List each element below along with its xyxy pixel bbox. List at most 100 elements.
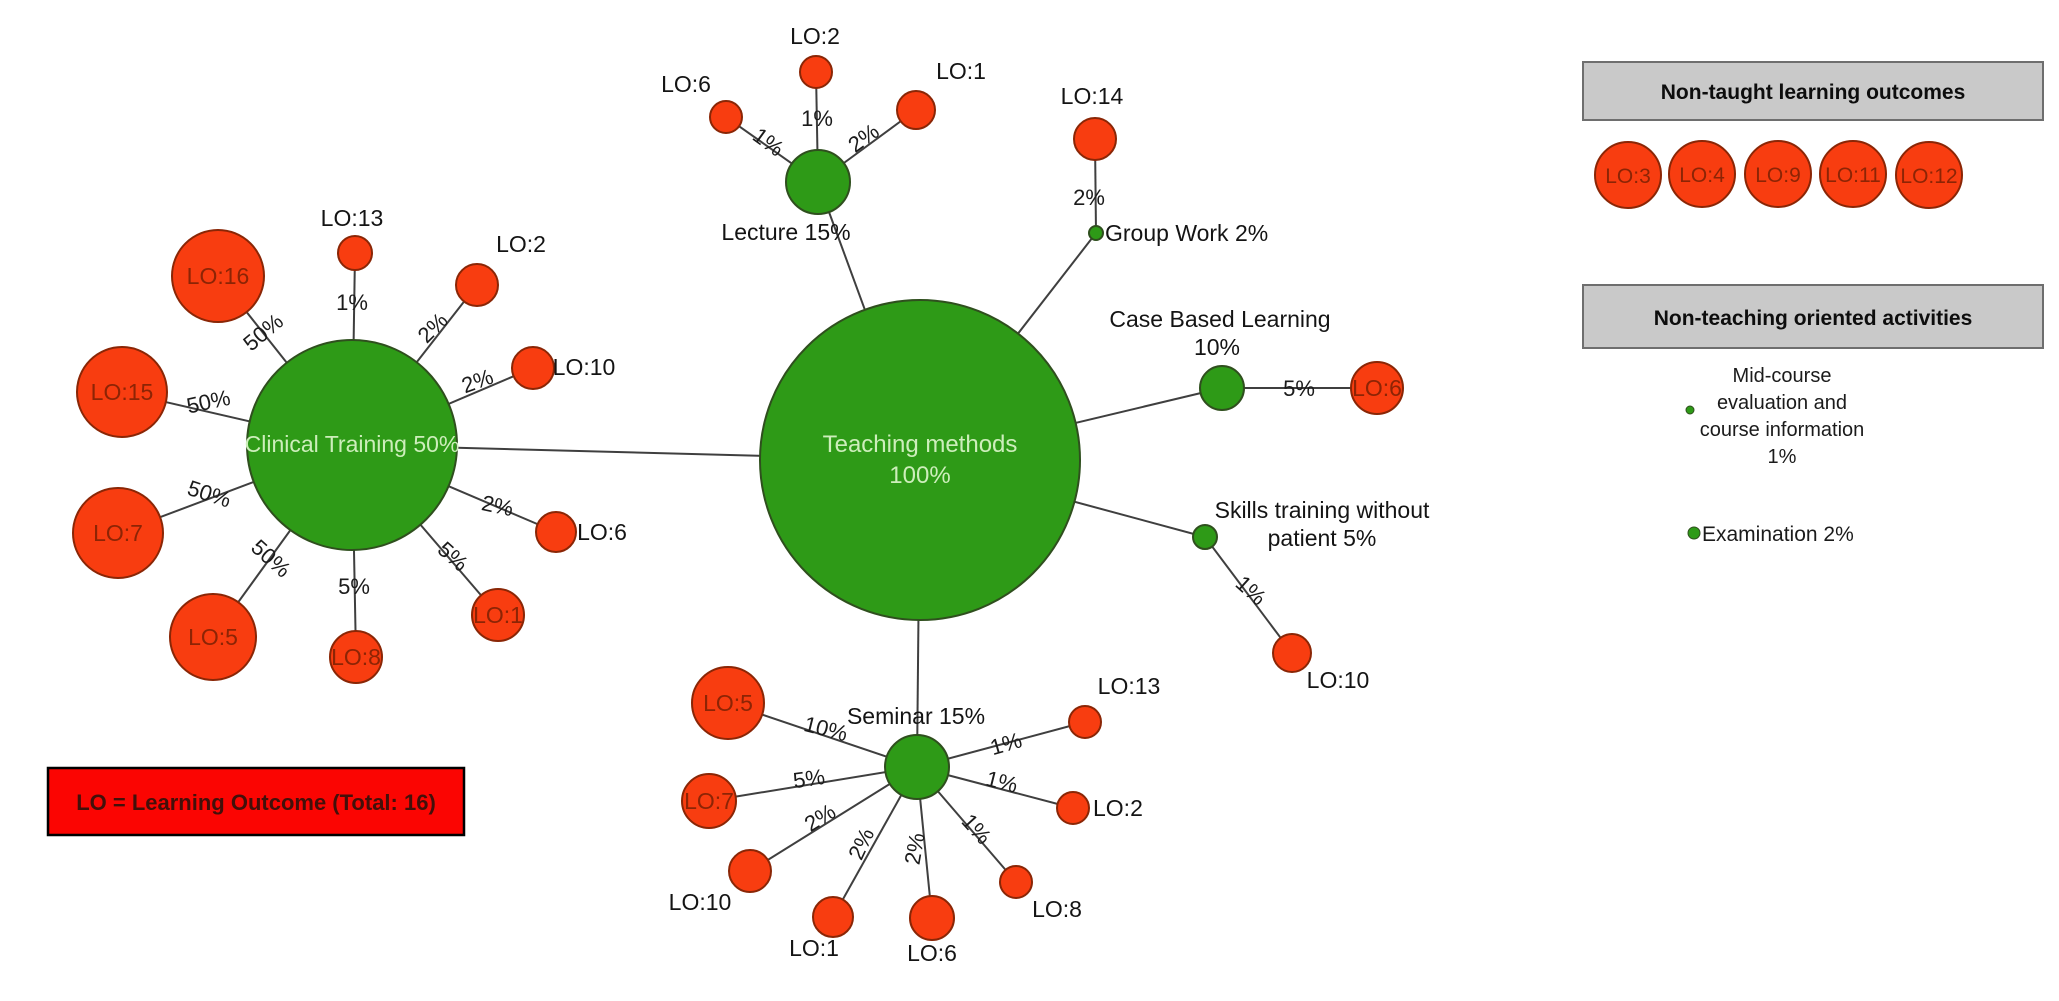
teaching-methods-circle [759, 299, 1081, 621]
outcome-label-lecture-lo2: LO:2 [790, 23, 840, 49]
outcome-label-seminar-lo10: LO:10 [669, 889, 732, 915]
outcome-circle-lo5 [169, 593, 257, 681]
examination-dot [1687, 526, 1701, 540]
edge-pct-lecture-lo2: 1% [801, 106, 833, 131]
outcome-label-lo1: LO:1 [473, 602, 523, 628]
edge-pct-clinical-lo6: 2% [479, 490, 515, 521]
edge-seminar-lo7 [708, 766, 918, 802]
non-taught-circle-lo9 [1744, 140, 1812, 208]
outcome-circle-seminar-lo13 [1068, 705, 1102, 739]
edge-pct-seminar-lo2: 1% [983, 766, 1020, 798]
edge-pct-seminar-lo5: 10% [801, 711, 850, 746]
case-based-label: Case Based Learning [1109, 306, 1330, 332]
outcome-label-skills-lo10: LO:10 [1307, 667, 1370, 693]
clinical-training-circle [246, 339, 458, 551]
non-taught-circle-lo12 [1895, 141, 1963, 209]
non-teaching-header-title: Non-teaching oriented activities [1654, 307, 1973, 330]
outcome-circle-lo7 [72, 487, 164, 579]
teaching-methods-label: Teaching methods [823, 431, 1018, 458]
group-work-label: Group Work 2% [1105, 220, 1268, 246]
seminar-label: Seminar 15% [847, 703, 985, 729]
mid-course-line2: evaluation and [1717, 392, 1847, 414]
lecture-circle [785, 149, 851, 215]
non-taught-label-lo11: LO:11 [1825, 164, 1881, 187]
teaching-methods-percent: 100% [889, 462, 950, 489]
panel-non-taught: Non-taught learning outcomes LO:3 LO:4 L… [1582, 61, 2044, 209]
mid-course-line3: course information [1700, 419, 1865, 441]
case-based-circle [1199, 365, 1245, 411]
outcome-label-seminar-lo6: LO:6 [907, 940, 957, 966]
edge-pct-seminar-lo10: 2% [800, 799, 840, 837]
node-teaching-methods: Teaching methods 100% [759, 299, 1081, 621]
outcome-circle-seminar-lo7 [681, 773, 737, 829]
outcome-circle-lo16 [171, 229, 265, 323]
edge-pct-clinical-lo2: 2% [413, 308, 453, 348]
outcome-circle-lo15 [76, 346, 168, 438]
edge-pct-clinical-lo10: 2% [458, 364, 496, 398]
outcome-circle-seminar-lo5 [691, 666, 765, 740]
edge-pct-clinical-lo15: 50% [184, 385, 232, 419]
outcome-label-lo16: LO:16 [187, 263, 250, 289]
edge-skills-lo10 [1204, 536, 1293, 654]
outcome-label-lo5: LO:5 [188, 624, 238, 650]
outcome-circle-seminar-lo2 [1056, 791, 1090, 825]
edge-pct-seminar-lo13: 1% [987, 727, 1024, 760]
non-taught-circle-lo4 [1668, 140, 1736, 208]
non-taught-circle-lo3 [1594, 141, 1662, 209]
case-based-percent: 10% [1194, 334, 1240, 360]
outcome-label-lo2: LO:2 [496, 231, 546, 257]
outcome-label-casebased-lo6: LO:6 [1352, 375, 1402, 401]
legend-text: LO = Learning Outcome (Total: 16) [76, 790, 436, 815]
edge-pct-groupwork-lo14: 2% [1073, 185, 1105, 210]
outcome-label-seminar-lo1: LO:1 [789, 935, 839, 961]
outcome-label-lo14: LO:14 [1061, 83, 1124, 109]
seminar-circle [884, 734, 950, 800]
outcome-circle-seminar-lo8 [999, 865, 1033, 899]
non-taught-label-lo9: LO:9 [1755, 164, 1801, 187]
group-work-circle [1088, 225, 1104, 241]
outcome-circle-lo14 [1073, 117, 1117, 161]
outcome-label-lecture-lo6: LO:6 [661, 71, 711, 97]
outcome-circle-lo10 [511, 346, 555, 390]
mid-course-percent: 1% [1768, 446, 1797, 468]
clinical-training-label: Clinical Training 50% [245, 431, 460, 457]
outcome-label-seminar-lo13: LO:13 [1098, 673, 1161, 699]
mid-course-line1: Mid-course [1733, 365, 1832, 387]
outcome-label-lo7: LO:7 [93, 520, 143, 546]
outcome-label-lo8: LO:8 [331, 644, 381, 670]
edge-pct-clinical-lo16: 50% [238, 309, 288, 356]
non-taught-label-lo4: LO:4 [1679, 164, 1725, 187]
cluster-seminar: Seminar 15% LO:5 10% LO:7 5% LO:10 2% LO… [669, 666, 1161, 966]
outcome-label-lo15: LO:15 [91, 379, 154, 405]
edge-pct-seminar-lo1: 2% [843, 824, 879, 863]
legend: LO = Learning Outcome (Total: 16) [46, 766, 466, 837]
skills-training-label-line1: Skills training without [1215, 497, 1430, 523]
outcome-circle-lecture-lo1 [896, 90, 936, 130]
outcome-circle-skills-lo10 [1272, 633, 1312, 673]
skills-training-label-line2: patient 5% [1268, 525, 1377, 551]
outcome-circle-seminar-lo10 [728, 849, 772, 893]
outcome-circle-lecture-lo6 [709, 100, 743, 134]
outcome-circle-lo1 [471, 588, 525, 642]
edge-pct-lecture-lo1: 2% [843, 118, 883, 157]
non-taught-circle-lo11 [1819, 140, 1887, 208]
examination-label: Examination 2% [1702, 523, 1854, 546]
non-taught-label-lo3: LO:3 [1605, 165, 1651, 188]
mid-course-dot [1685, 405, 1695, 415]
cluster-case-based-learning: Case Based Learning 10% LO:6 5% [1109, 306, 1404, 415]
lecture-label: Lecture 15% [721, 219, 850, 245]
edge-pct-clinical-lo8: 5% [338, 574, 370, 599]
edge-pct-clinical-lo13: 1% [336, 290, 368, 315]
edge-pct-clinical-lo7: 50% [185, 475, 235, 512]
outcome-circle-lo6 [535, 511, 577, 553]
outcome-circle-lo2 [455, 263, 499, 307]
non-teaching-header-box [1582, 284, 2044, 349]
edge-pct-seminar-lo7: 5% [791, 764, 826, 793]
panel-non-teaching: Non-teaching oriented activities Mid-cou… [1582, 284, 2044, 546]
edge-pct-seminar-lo8: 1% [957, 809, 997, 849]
outcome-label-lo6: LO:6 [577, 519, 627, 545]
non-taught-label-lo12: LO:12 [1900, 165, 1957, 188]
non-taught-header-title: Non-taught learning outcomes [1661, 81, 1966, 104]
